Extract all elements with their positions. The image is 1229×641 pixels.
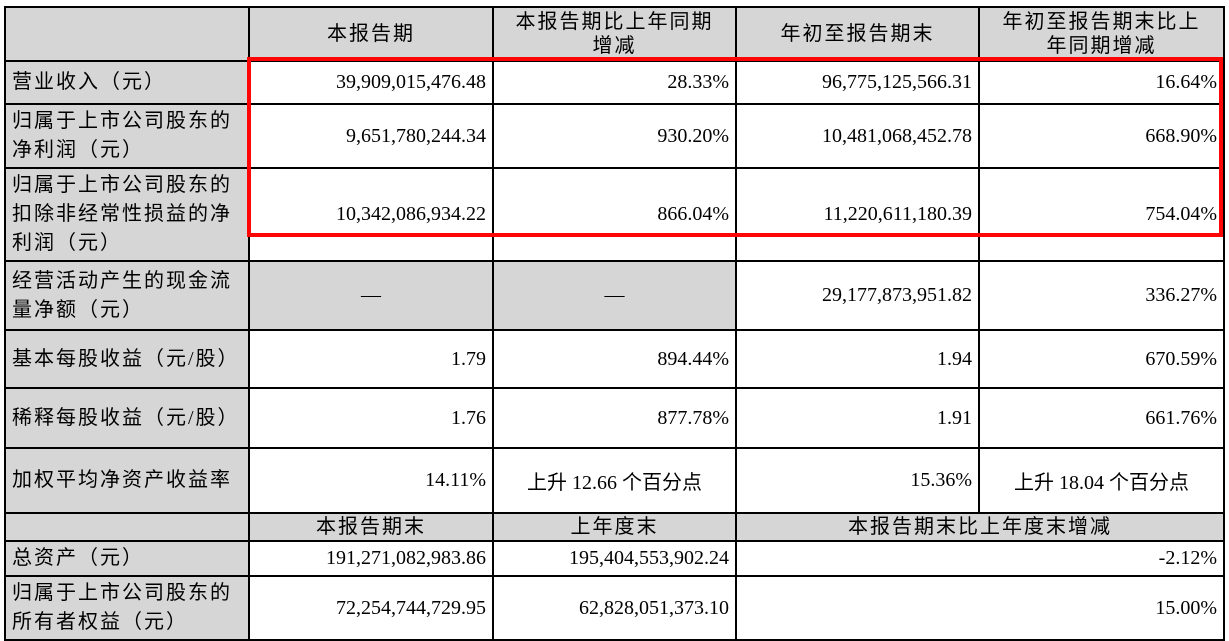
value-cell: 1.94: [735, 329, 980, 389]
table-row: 基本每股收益（元/股） 1.79 894.44% 1.94 670.59%: [4, 329, 1225, 389]
header-line: 年初至报告期末比上: [1002, 11, 1201, 33]
table-row: 归属于上市公司股东的所有者权益（元） 72,254,744,729.95 62,…: [4, 575, 1225, 641]
subheader-end-of-prior-year: 上年度末: [492, 512, 737, 542]
value-cell: 10,481,068,452.78: [735, 103, 980, 169]
value-cell: 15.36%: [735, 447, 980, 514]
header-current-period: 本报告期: [248, 6, 494, 62]
value-cell: 1.91: [735, 387, 980, 449]
value-cell: 28.33%: [492, 60, 737, 105]
value-cell: 668.90%: [978, 103, 1225, 169]
metric-label-operating-cash-flow: 经营活动产生的现金流量净额（元）: [4, 260, 250, 331]
value-cell: 930.20%: [492, 103, 737, 169]
value-cell: 72,254,744,729.95: [248, 575, 494, 641]
value-cell: 336.27%: [978, 260, 1225, 331]
value-cell: 10,342,086,934.22: [248, 167, 494, 262]
key-financials-table: 本报告期 本报告期比上年同期 增减 年初至报告期末 年初至报告期末比上 年同期增…: [4, 6, 1225, 641]
value-cell: 11,220,611,180.39: [735, 167, 980, 262]
value-cell: 39,909,015,476.48: [248, 60, 494, 105]
table-subheader-row: 本报告期末 上年度末 本报告期末比上年度末增减: [4, 512, 1225, 542]
header-current-vs-prior: 本报告期比上年同期 增减: [492, 6, 737, 62]
header-blank-cell: [4, 6, 250, 62]
value-cell: 661.76%: [978, 387, 1225, 449]
table-row: 稀释每股收益（元/股） 1.76 877.78% 1.91 661.76%: [4, 387, 1225, 449]
value-cell-dash: —: [492, 260, 737, 331]
metric-label-basic-eps: 基本每股收益（元/股）: [4, 329, 250, 389]
subheader-end-of-period: 本报告期末: [248, 512, 494, 542]
value-cell: 877.78%: [492, 387, 737, 449]
table-row: 经营活动产生的现金流量净额（元） — — 29,177,873,951.82 3…: [4, 260, 1225, 331]
value-cell-dash: —: [248, 260, 494, 331]
metric-label-weighted-avg-roe: 加权平均净资产收益率: [4, 447, 250, 514]
value-cell: 16.64%: [978, 60, 1225, 105]
value-cell: 9,651,780,244.34: [248, 103, 494, 169]
value-cell: 894.44%: [492, 329, 737, 389]
value-cell: 上升 12.66 个百分点: [492, 447, 737, 514]
metric-label-diluted-eps: 稀释每股收益（元/股）: [4, 387, 250, 449]
header-ytd-vs-prior: 年初至报告期末比上 年同期增减: [978, 6, 1225, 62]
value-cell: 15.00%: [735, 575, 1225, 641]
value-cell: 754.04%: [978, 167, 1225, 262]
value-cell: 14.11%: [248, 447, 494, 514]
table-row: 营业收入（元） 39,909,015,476.48 28.33% 96,775,…: [4, 60, 1225, 105]
metric-label-owners-equity: 归属于上市公司股东的所有者权益（元）: [4, 575, 250, 641]
value-cell: 上升 18.04 个百分点: [978, 447, 1225, 514]
table-row: 加权平均净资产收益率 14.11% 上升 12.66 个百分点 15.36% 上…: [4, 447, 1225, 514]
table-header-row: 本报告期 本报告期比上年同期 增减 年初至报告期末 年初至报告期末比上 年同期增…: [4, 6, 1225, 62]
table-row: 归属于上市公司股东的扣除非经常性损益的净利润（元） 10,342,086,934…: [4, 167, 1225, 262]
value-cell: 1.76: [248, 387, 494, 449]
subheader-blank-cell: [4, 512, 250, 542]
header-ytd: 年初至报告期末: [735, 6, 980, 62]
metric-label-revenue: 营业收入（元）: [4, 60, 250, 105]
header-line: 年同期增减: [1046, 35, 1157, 57]
header-line: 增减: [592, 35, 637, 57]
header-line: 本报告期比上年同期: [515, 11, 714, 33]
metric-label-total-assets: 总资产（元）: [4, 540, 250, 577]
value-cell: 1.79: [248, 329, 494, 389]
value-cell: 62,828,051,373.10: [492, 575, 737, 641]
value-cell: 29,177,873,951.82: [735, 260, 980, 331]
subheader-change: 本报告期末比上年度末增减: [735, 512, 1225, 542]
value-cell: 195,404,553,902.24: [492, 540, 737, 577]
table-row: 归属于上市公司股东的净利润（元） 9,651,780,244.34 930.20…: [4, 103, 1225, 169]
value-cell: 191,271,082,983.86: [248, 540, 494, 577]
value-cell: 866.04%: [492, 167, 737, 262]
value-cell: 96,775,125,566.31: [735, 60, 980, 105]
metric-label-net-profit: 归属于上市公司股东的净利润（元）: [4, 103, 250, 169]
value-cell: 670.59%: [978, 329, 1225, 389]
table-row: 总资产（元） 191,271,082,983.86 195,404,553,90…: [4, 540, 1225, 577]
value-cell: -2.12%: [735, 540, 1225, 577]
financial-report-page: 本报告期 本报告期比上年同期 增减 年初至报告期末 年初至报告期末比上 年同期增…: [4, 6, 1225, 641]
metric-label-net-profit-excl-nonrecurring: 归属于上市公司股东的扣除非经常性损益的净利润（元）: [4, 167, 250, 262]
